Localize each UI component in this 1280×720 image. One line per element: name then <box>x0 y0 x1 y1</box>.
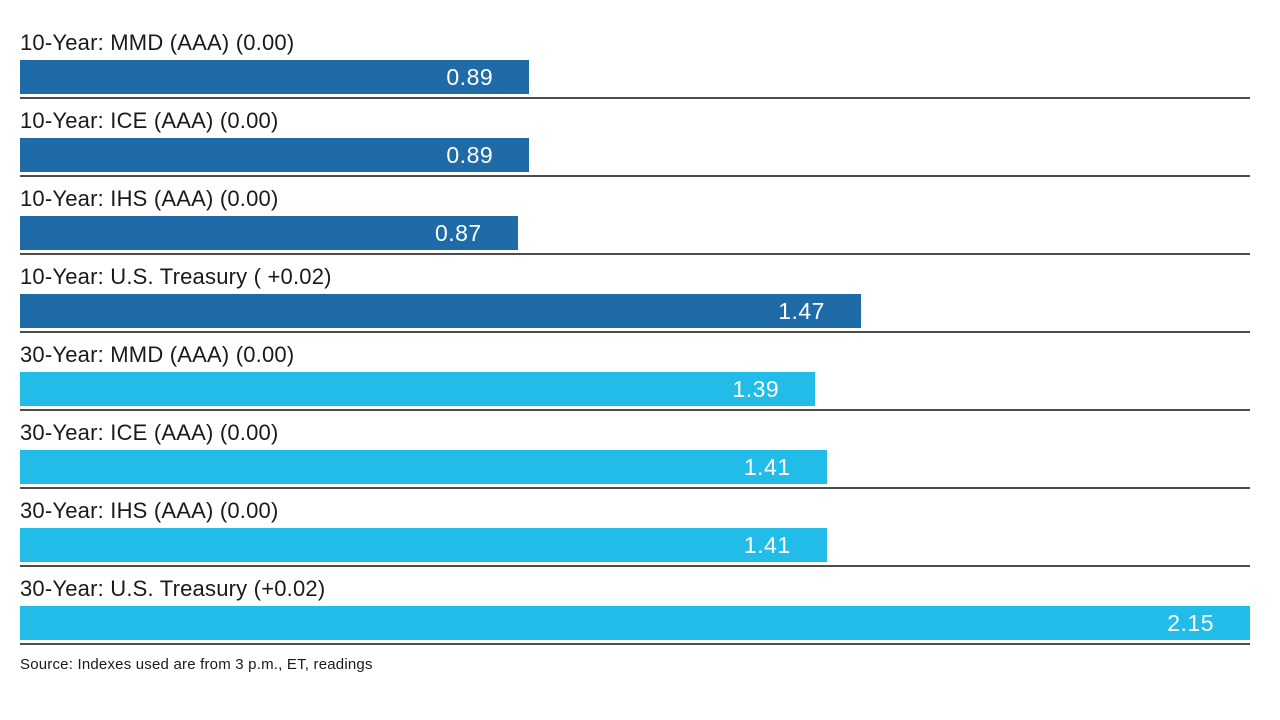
chart-row: 30-Year: MMD (AAA) (0.00) 1.39 <box>20 342 1250 411</box>
bar-value-label: 1.47 <box>778 297 825 324</box>
bar: 0.89 <box>20 60 530 94</box>
bar: 0.89 <box>20 138 530 172</box>
row-divider-line <box>20 487 1250 489</box>
bar-label: 30-Year: ICE (AAA) (0.00) <box>20 420 279 445</box>
bar-track: 0.89 <box>20 60 1250 94</box>
bar: 0.87 <box>20 216 518 250</box>
bar-label: 10-Year: IHS (AAA) (0.00) <box>20 186 279 211</box>
row-divider-line <box>20 565 1250 567</box>
row-divider-line <box>20 331 1250 333</box>
bar-value-label: 1.39 <box>732 375 780 402</box>
chart-row: 30-Year: U.S. Treasury (+0.02) 2.15 <box>20 576 1250 645</box>
row-divider-line <box>20 409 1250 411</box>
bar-value-label: 1.41 <box>743 453 791 480</box>
bar-track: 0.87 <box>20 216 1250 250</box>
bar-track: 2.15 <box>20 606 1250 640</box>
row-divider-line <box>20 643 1250 645</box>
bar-value-label: 0.89 <box>446 63 494 90</box>
chart-row: 10-Year: MMD (AAA) (0.00) 0.89 <box>20 30 1250 99</box>
bar-track: 1.41 <box>20 450 1250 484</box>
bar: 1.41 <box>20 450 827 484</box>
bar: 1.47 <box>20 294 861 328</box>
bar-value-label: 0.89 <box>446 141 494 168</box>
bar-label: 30-Year: IHS (AAA) (0.00) <box>20 498 279 523</box>
bar: 2.15 <box>20 606 1250 640</box>
chart-row: 10-Year: IHS (AAA) (0.00) 0.87 <box>20 186 1250 255</box>
bar-label: 30-Year: MMD (AAA) (0.00) <box>20 342 295 367</box>
row-divider-line <box>20 253 1250 255</box>
bar-value-label: 0.87 <box>434 219 482 246</box>
row-divider-line <box>20 175 1250 177</box>
row-divider-line <box>20 97 1250 99</box>
chart-row: 30-Year: IHS (AAA) (0.00) 1.41 <box>20 498 1250 567</box>
chart-row: 30-Year: ICE (AAA) (0.00) 1.41 <box>20 420 1250 489</box>
chart-row: 10-Year: ICE (AAA) (0.00) 0.89 <box>20 108 1250 177</box>
chart-row: 10-Year: U.S. Treasury ( +0.02) 1.47 <box>20 264 1250 333</box>
bar-label: 10-Year: U.S. Treasury ( +0.02) <box>20 264 332 289</box>
bar-value-label: 2.15 <box>1167 609 1214 636</box>
bar-track: 1.47 <box>20 294 1250 328</box>
bar: 1.41 <box>20 528 827 562</box>
bar-value-label: 1.41 <box>743 531 791 558</box>
source-note: Source: Indexes used are from 3 p.m., ET… <box>20 656 373 673</box>
yield-bar-chart: 10-Year: MMD (AAA) (0.00) 0.89 10-Year: … <box>20 30 1250 673</box>
bar-track: 1.39 <box>20 372 1250 406</box>
bar-track: 1.41 <box>20 528 1250 562</box>
bar: 1.39 <box>20 372 816 406</box>
bar-label: 10-Year: ICE (AAA) (0.00) <box>20 108 279 133</box>
bar-track: 0.89 <box>20 138 1250 172</box>
bar-label: 10-Year: MMD (AAA) (0.00) <box>20 30 295 55</box>
bar-label: 30-Year: U.S. Treasury (+0.02) <box>20 576 326 601</box>
